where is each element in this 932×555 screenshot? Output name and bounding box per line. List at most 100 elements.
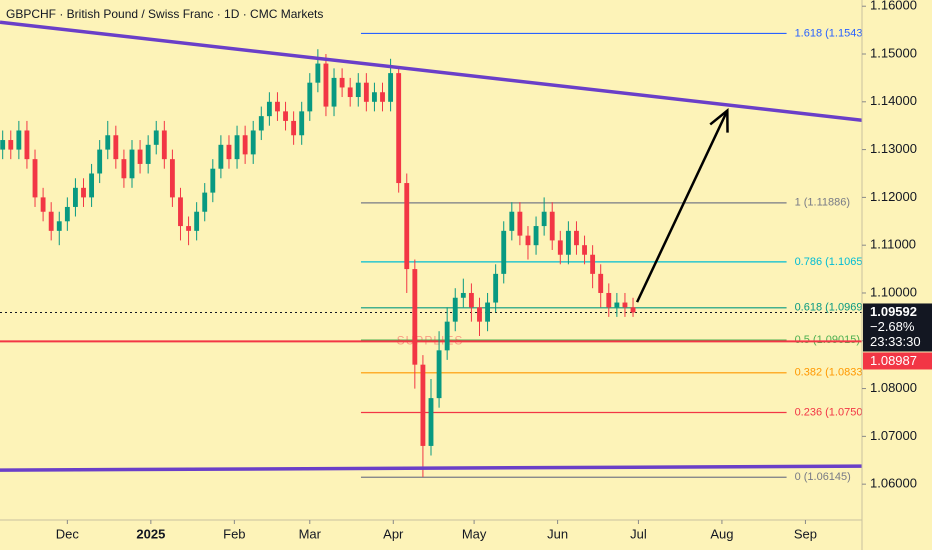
y-tick-label: 1.12000 (870, 189, 917, 204)
candle-body (420, 364, 426, 446)
candle-body (444, 321, 450, 351)
candle-body (428, 398, 434, 446)
candle-body (218, 144, 224, 169)
candle-body (525, 235, 531, 246)
candle-body (145, 144, 151, 164)
x-tick-label: Mar (299, 526, 322, 541)
countdown-label: 23:33:30 (870, 334, 921, 349)
candle-body (113, 135, 119, 160)
candle-body (64, 206, 70, 222)
candle-body (363, 82, 369, 102)
y-tick-label: 1.15000 (870, 45, 917, 60)
candle-body (226, 144, 232, 160)
candle-body (194, 211, 200, 231)
arrow (635, 110, 729, 303)
candle-body (452, 297, 458, 322)
candle-body (283, 111, 288, 121)
trend-line (0, 20, 862, 122)
candle-body (210, 168, 216, 193)
fib-label: 0.618 (1.0969 (795, 302, 863, 314)
candle-body (161, 130, 167, 160)
candle-body (396, 73, 402, 184)
candle-body (590, 254, 596, 274)
support-price-label: 1.08987 (870, 353, 917, 368)
candle-body (557, 240, 563, 255)
fib-label: 0.382 (1.0833 (795, 367, 863, 379)
candle-body (56, 221, 62, 231)
candle-body (355, 82, 361, 98)
x-tick-label: 2025 (136, 526, 165, 541)
candle-body (153, 130, 159, 145)
support-price-box (863, 352, 932, 370)
candle-body (275, 101, 280, 112)
last-price-box (863, 303, 932, 352)
last-price-label: 1.09592 (870, 304, 917, 319)
candle-body (234, 135, 240, 160)
chart-title: GBPCHF · British Pound / Swiss Franc · 1… (6, 7, 323, 21)
candle-body (129, 149, 135, 179)
candle-body (541, 211, 547, 227)
fib-label: 1 (1.11886) (795, 197, 850, 209)
y-tick-label: 1.07000 (870, 428, 917, 443)
candle-body (186, 226, 191, 231)
fib-label: 0 (1.06145) (795, 471, 851, 483)
candle-body (404, 183, 410, 270)
candle-body (339, 77, 345, 88)
candle-body (299, 111, 305, 136)
y-tick-label: 1.14000 (870, 93, 917, 108)
candle-body (606, 292, 612, 308)
candle-body (24, 130, 30, 160)
candle-body (331, 77, 337, 107)
change-label: −2.68% (870, 319, 915, 334)
x-tick-label: Feb (223, 526, 245, 541)
candle-body (32, 159, 38, 198)
candle-body (202, 192, 208, 212)
candle-body (582, 245, 587, 255)
candle-body (622, 302, 628, 308)
candle-body (81, 187, 86, 198)
y-tick-label: 1.13000 (870, 141, 917, 156)
candle-body (412, 269, 418, 365)
plot-area: 1.618 (1.1543 1 (1.11886) 0.786 (1.1065 0.6… (0, 20, 863, 483)
candle-body (291, 120, 297, 136)
candle-body (509, 211, 515, 231)
candle-body (501, 230, 507, 274)
fib-label: 0.786 (1.1065 (795, 256, 863, 268)
x-tick-label: Aug (710, 526, 733, 541)
arrow-head (709, 107, 729, 133)
candle-body (242, 135, 248, 155)
annotation: SUPPLIES (397, 334, 464, 348)
candle-body (178, 197, 183, 227)
candle-body (40, 197, 46, 212)
y-tick-label: 1.08000 (870, 380, 917, 395)
candle-body (380, 92, 385, 102)
candle-body (307, 82, 313, 112)
x-tick-label: Sep (794, 526, 817, 541)
candle-body (97, 149, 103, 174)
y-tick-label: 1.06000 (870, 476, 917, 491)
x-tick-label: Dec (56, 526, 80, 541)
candle-body (460, 292, 466, 298)
fib-label: 0.236 (1.0750 (795, 406, 863, 418)
candle-body (48, 211, 54, 231)
candle-body (485, 302, 490, 322)
candle-body (574, 230, 579, 246)
candle-body (323, 63, 329, 107)
candle-body (121, 159, 127, 179)
y-tick-label: 1.11000 (870, 237, 916, 252)
x-tick-label: Jun (547, 526, 568, 541)
candle-body (549, 211, 555, 241)
candle-body (533, 226, 539, 246)
fib-label: 0.5 (1.09015) (795, 334, 860, 346)
candle-body (614, 302, 620, 308)
candle-body (315, 63, 321, 83)
candle-body (388, 73, 394, 102)
candle-body (73, 187, 78, 207)
fib-label: 1.618 (1.1543 (795, 27, 863, 39)
x-tick-label: Jul (630, 526, 647, 541)
candle-body (0, 140, 6, 150)
candle-body (169, 159, 175, 198)
